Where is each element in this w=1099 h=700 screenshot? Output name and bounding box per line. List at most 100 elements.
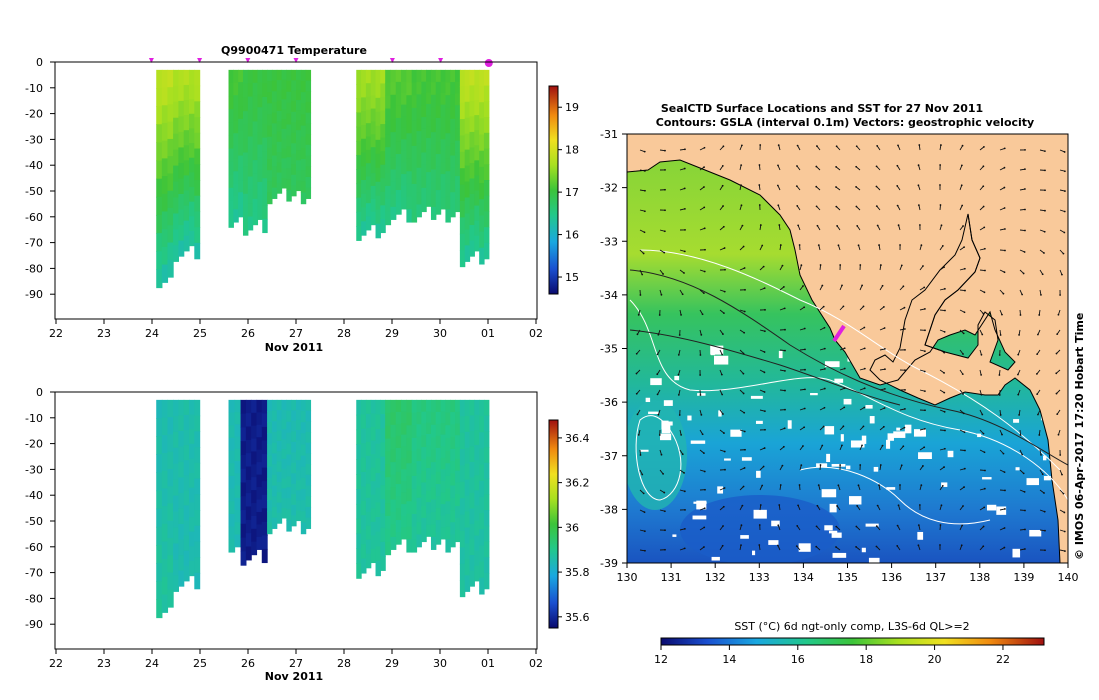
lat-tick-label: -37 <box>600 450 618 463</box>
profile-cell <box>271 442 278 455</box>
velocity-vector-head <box>722 205 724 207</box>
imos-timestamp: © IMOS 06-Apr-2017 17:20 Hobart Time <box>1073 313 1086 560</box>
profile-cell <box>483 572 490 590</box>
velocity-vector-head <box>703 270 706 273</box>
profile-cell <box>161 140 169 159</box>
profile-cell <box>380 541 386 557</box>
profile-cell <box>430 412 437 426</box>
profile-cell <box>262 164 268 179</box>
profile-cell <box>445 95 451 109</box>
profile-cell <box>240 482 247 497</box>
bottom-profile-chart: 22 23 24 25 26 27 28 29 30 01 02 0-10-20-30-40-50-… <box>25 386 589 683</box>
profile-cell <box>385 515 392 530</box>
velocity-vector-head <box>902 285 905 288</box>
profile-cell <box>173 165 179 183</box>
velocity-vector-head <box>962 393 964 395</box>
lon-tick-label: 132 <box>705 571 726 584</box>
profile-cell <box>474 565 480 582</box>
velocity-vector-head <box>823 387 826 390</box>
profile-cell <box>281 488 287 499</box>
velocity-vector-head <box>643 511 646 514</box>
profile-cell <box>411 196 418 210</box>
profile-cell <box>440 423 447 436</box>
x-tick-label: 26 <box>241 657 255 670</box>
profile-cell <box>430 194 437 208</box>
profile-cell <box>286 432 292 445</box>
profile-cell <box>296 180 302 192</box>
profile-cell <box>291 420 297 432</box>
profile-cell <box>440 174 447 187</box>
velocity-vector-head <box>960 164 963 167</box>
profile-cell <box>375 181 381 197</box>
profile-cell <box>271 464 278 476</box>
profile-cell <box>267 455 273 468</box>
profile-cell <box>188 546 195 562</box>
cloud-patch <box>996 506 1007 515</box>
profile-cell <box>370 121 377 135</box>
profile-cell <box>440 116 447 129</box>
velocity-vector-head <box>815 165 818 168</box>
profile-cell <box>228 82 234 97</box>
velocity-vector-head <box>1024 149 1026 151</box>
profile-cell <box>474 399 480 416</box>
profile-cell <box>305 431 312 444</box>
profile-cell <box>281 468 287 480</box>
profile-cell <box>194 447 201 464</box>
velocity-vector-head <box>899 484 901 486</box>
profile-cell <box>271 134 278 146</box>
profile-cell <box>300 192 307 205</box>
profile-cell <box>281 409 287 421</box>
profile-cell <box>356 155 362 170</box>
profile-cell <box>380 442 386 458</box>
profile-cell <box>426 399 432 412</box>
profile-cell <box>361 399 367 415</box>
velocity-vector-head <box>721 353 724 356</box>
profile-cell <box>188 517 195 533</box>
velocity-vector-head <box>883 347 886 350</box>
velocity-vector-head <box>723 487 726 489</box>
profile-cell <box>370 535 377 550</box>
velocity-vector-head <box>776 544 779 547</box>
profile-cell <box>370 108 377 123</box>
profile-cell <box>296 110 302 121</box>
cloud-patch <box>771 520 780 527</box>
profile-cell <box>421 105 427 118</box>
profile-cell <box>256 487 263 501</box>
velocity-vector-head <box>742 485 745 488</box>
profile-cell <box>445 425 451 439</box>
profile-cell <box>305 176 312 189</box>
profile-cell <box>430 449 437 463</box>
profile-cell <box>385 121 392 135</box>
profile-cell <box>365 163 372 178</box>
profile-cell <box>271 517 278 529</box>
profile-cell <box>228 122 234 137</box>
profile-cell <box>188 414 195 430</box>
profile-cell <box>281 158 287 169</box>
profile-cell <box>361 500 367 516</box>
velocity-vector-head <box>878 484 880 486</box>
velocity-vector-head <box>939 544 941 546</box>
profile-cell <box>375 443 381 460</box>
profile-cell <box>251 477 258 491</box>
profile-cell <box>228 450 236 464</box>
profile-cell <box>356 226 362 241</box>
profile-cell <box>365 399 372 415</box>
profile-cell <box>361 138 367 154</box>
y-tick-label: 0 <box>36 56 43 69</box>
profile-cell <box>286 190 292 202</box>
cloud-patch <box>873 466 879 472</box>
profile-cell <box>247 109 254 124</box>
profile-cell <box>479 134 485 152</box>
profile-cell <box>276 121 283 133</box>
profile-cell <box>430 462 437 476</box>
profile-cell <box>385 211 392 226</box>
profile-cell <box>411 501 418 515</box>
profile-cell <box>183 505 190 522</box>
x-tick-label: 24 <box>145 657 159 670</box>
profile-cell <box>178 162 185 180</box>
profile-cell <box>257 194 263 208</box>
profile-cell <box>188 487 195 503</box>
cloud-patch <box>913 429 926 437</box>
profile-cell <box>276 482 283 493</box>
velocity-vector-head <box>881 444 884 447</box>
